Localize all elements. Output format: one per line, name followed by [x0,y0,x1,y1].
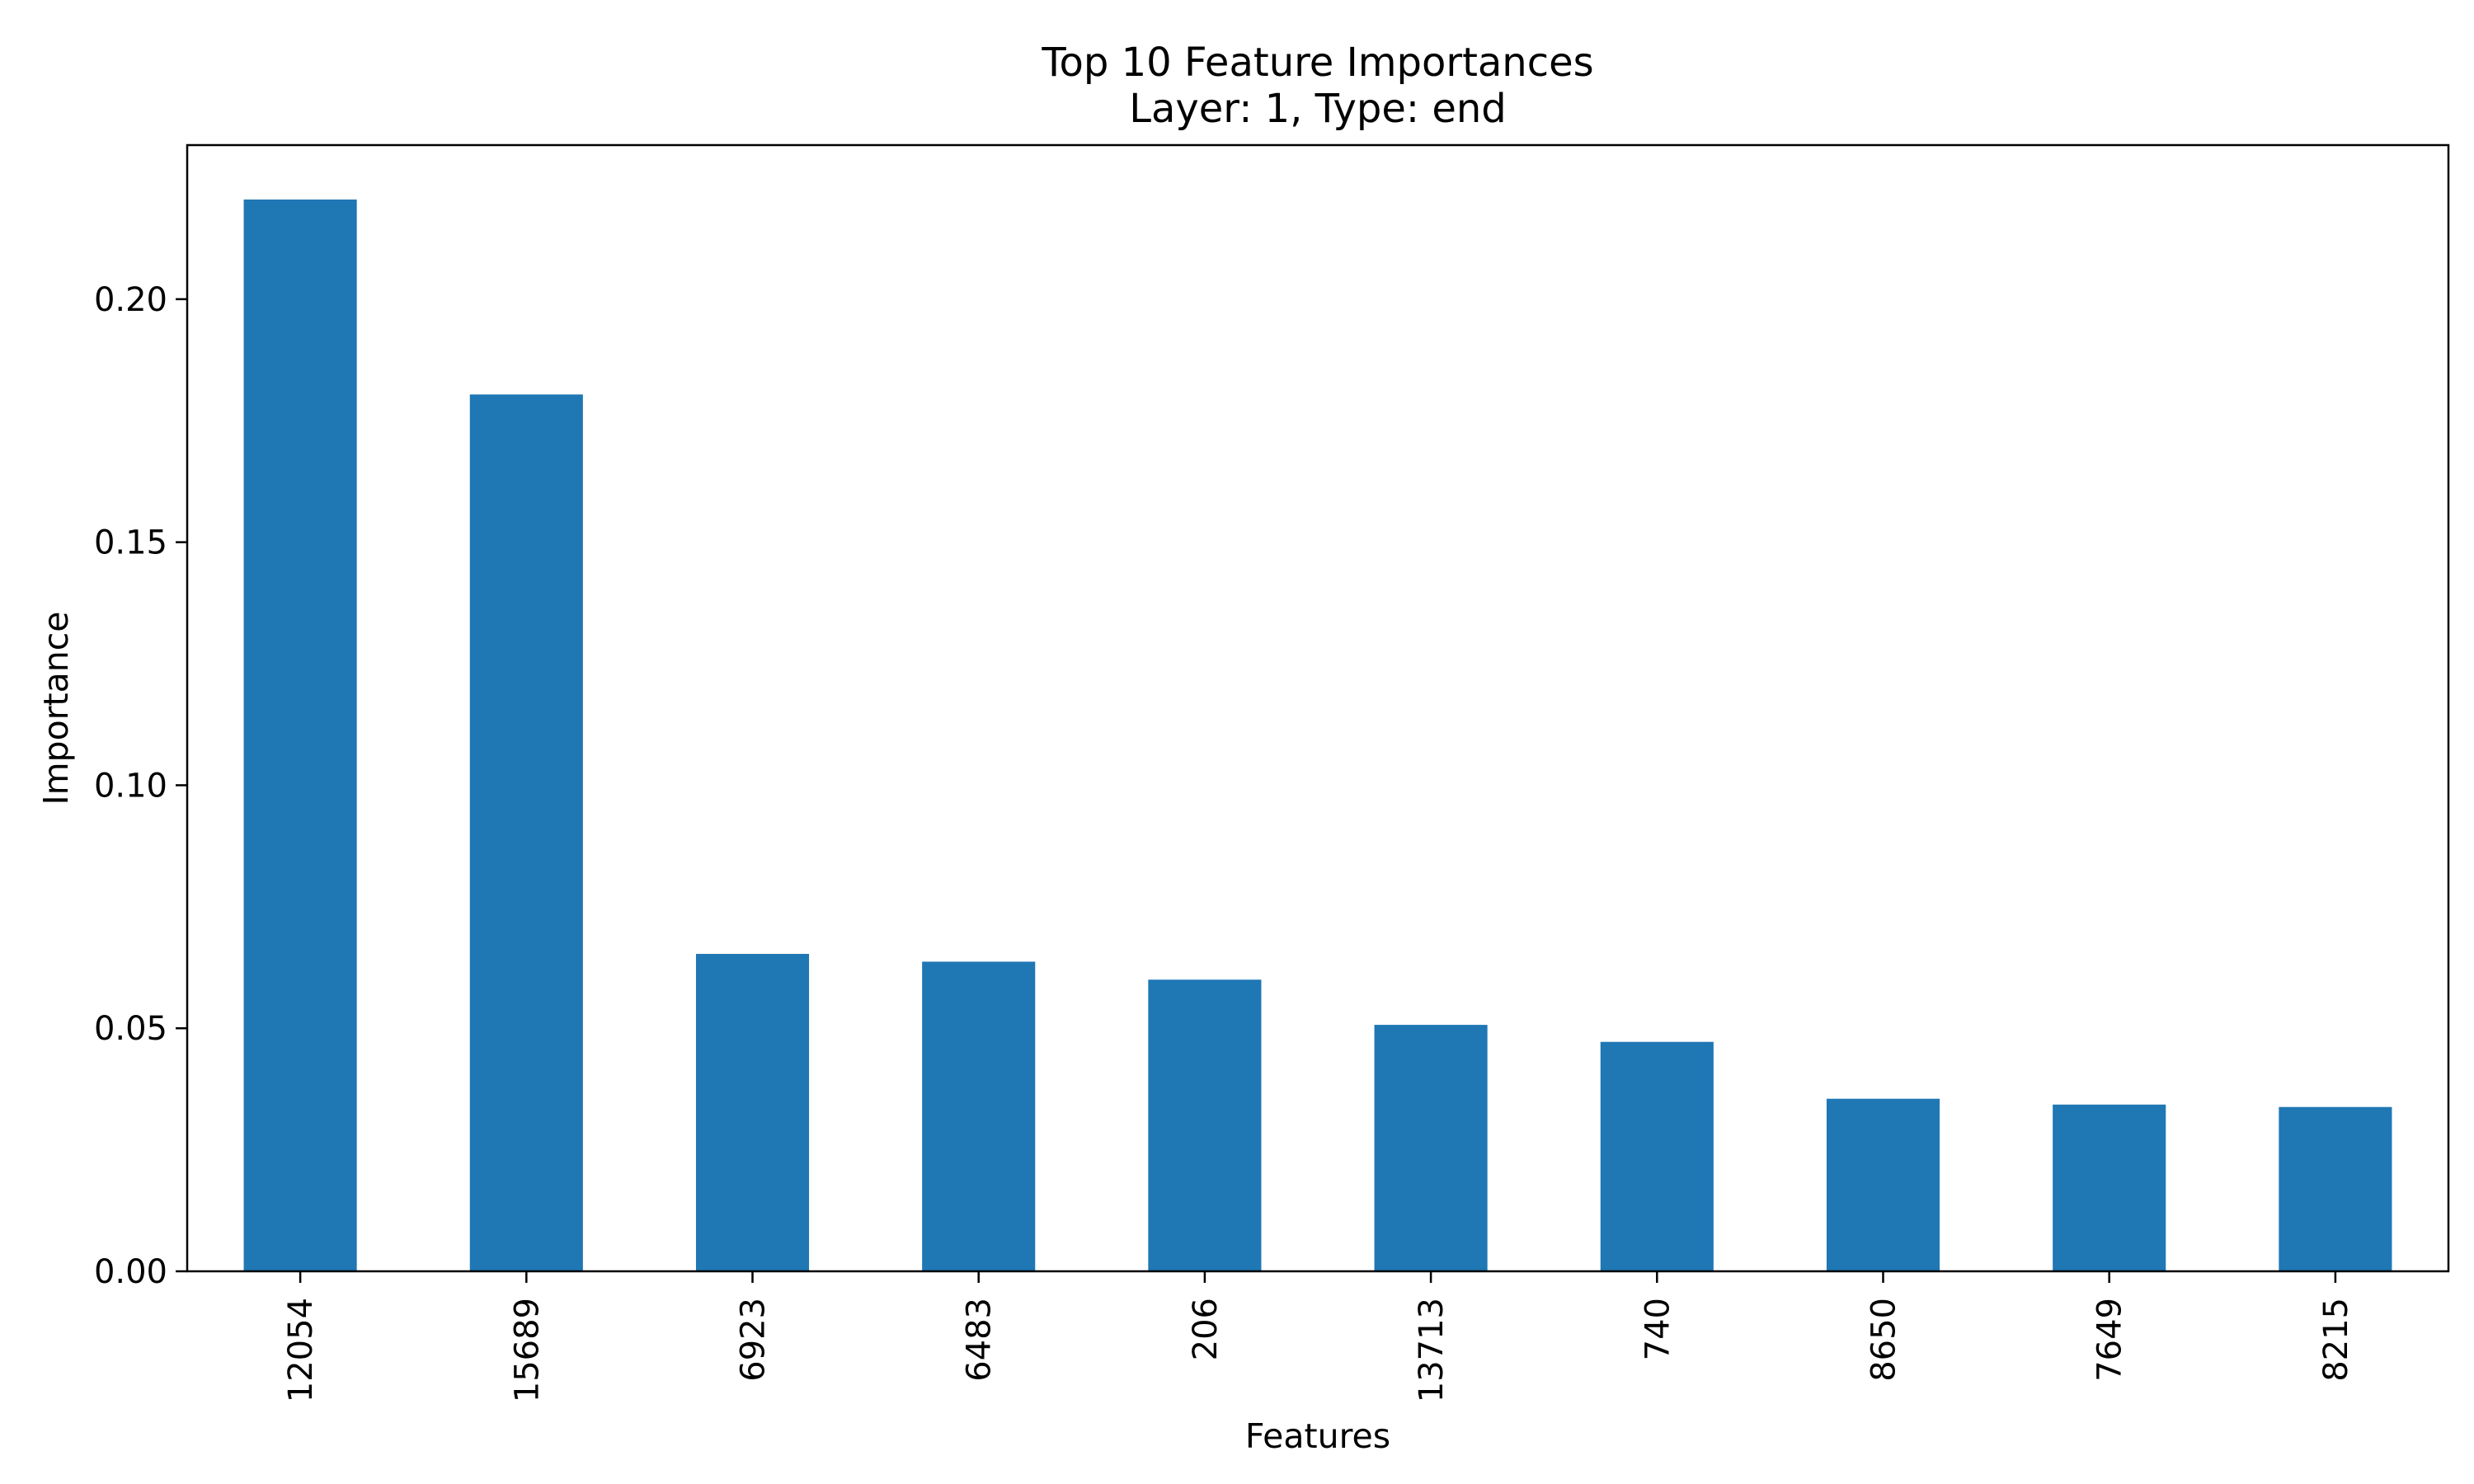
bar-206 [1148,979,1262,1271]
x-tick-label: 15689 [508,1298,546,1402]
bar-8215 [2279,1106,2392,1271]
x-tick-label: 8215 [2317,1298,2355,1382]
bars-layer [243,200,2392,1272]
y-tick-label: 0.00 [94,1253,167,1291]
x-tick-label: 12054 [282,1298,320,1402]
bar-15689 [469,394,583,1272]
x-tick-label: 206 [1187,1298,1225,1360]
y-axis-ticks: 0.00 0.05 0.10 0.15 0.20 [94,281,187,1291]
bar-6923 [695,954,810,1271]
bar-6483 [922,961,1036,1271]
x-tick-label: 6483 [961,1298,999,1382]
bar-7649 [2053,1104,2166,1271]
x-tick-label: 13713 [1413,1298,1451,1402]
chart-title: Top 10 Feature Importances [1041,40,1593,86]
y-tick-label: 0.05 [94,1010,167,1048]
chart-subtitle: Layer: 1, Type: end [1129,86,1507,132]
y-tick-label: 0.10 [94,767,167,805]
x-tick-label: 740 [1639,1298,1677,1360]
y-tick-label: 0.15 [94,524,167,562]
x-axis-ticks: 12054 15689 6923 6483 206 13713 740 8650 7649 821… [282,1271,2355,1402]
bar-13713 [1374,1025,1488,1271]
x-tick-label: 6923 [735,1298,773,1382]
x-tick-label: 7649 [2091,1298,2129,1382]
plot-frame [186,143,2450,1273]
bar-8650 [1826,1098,1940,1271]
x-axis-label: Features [1245,1416,1390,1456]
y-tick-label: 0.20 [94,281,167,319]
bar-740 [1600,1041,1714,1271]
x-tick-label: 8650 [1865,1298,1903,1382]
bar-12054 [243,200,357,1271]
y-axis-label: Importance [36,612,76,805]
